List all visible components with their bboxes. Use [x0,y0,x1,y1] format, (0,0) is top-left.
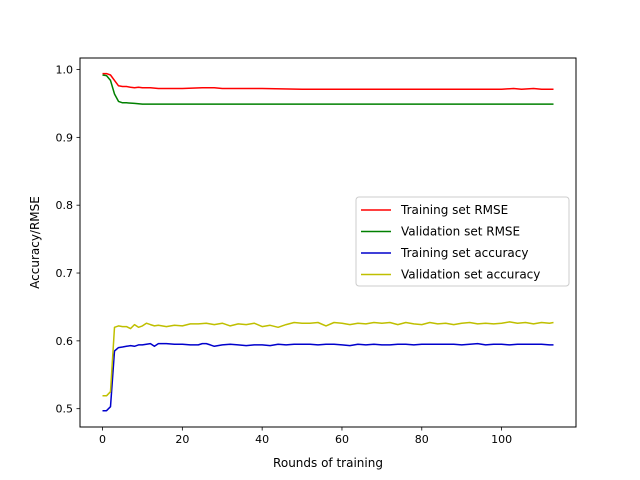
legend-label: Training set RMSE [400,203,508,217]
legend: Training set RMSE Validation set RMSE Trai… [355,196,570,287]
series-line-3 [102,342,554,412]
x-tick-label: 60 [335,433,349,446]
legend-box [355,196,570,287]
series-line-2 [102,74,554,105]
legend-label: Validation set RMSE [401,225,520,239]
axis-ticks: 0 20 40 60 80 100 0.5 0.6 0.7 0.8 0.9 1.0 [56,64,513,446]
y-tick-label: 0.8 [56,199,74,212]
x-tick-label: 40 [255,433,269,446]
x-axis-label: Rounds of training [273,456,383,470]
x-tick-label: 100 [491,433,512,446]
y-tick-label: 1.0 [56,64,74,77]
series-line-4 [102,321,554,397]
plot-frame [79,57,577,428]
x-tick-label: 80 [415,433,429,446]
x-tick-label: 20 [175,433,189,446]
legend-entries: Training set RMSE Validation set RMSE Trai… [361,203,540,282]
x-tick-label: 0 [99,433,106,446]
series-layer [102,72,554,412]
y-axis-label: Accuracy/RMSE [28,196,42,289]
y-tick-label: 0.6 [56,335,74,348]
y-tick-label: 0.7 [56,267,74,280]
legend-label: Training set accuracy [400,246,528,260]
y-tick-label: 0.5 [56,403,74,416]
y-tick-label: 0.9 [56,131,74,144]
legend-label: Validation set accuracy [401,268,540,282]
series-line-1 [102,72,554,90]
